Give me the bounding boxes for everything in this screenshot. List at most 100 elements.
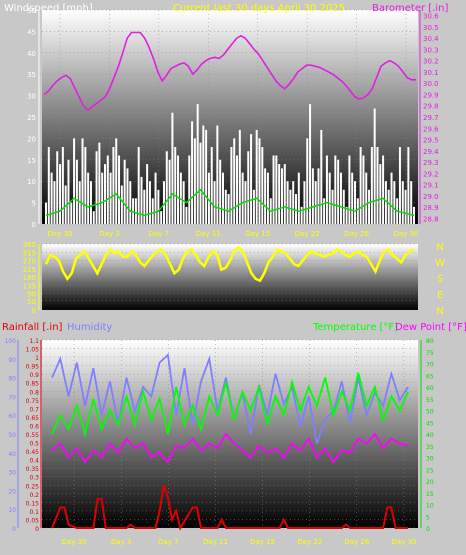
windspeed-tick-label: 50 (27, 7, 36, 15)
compass-letter: N (436, 242, 443, 253)
windspeed-tick-label: 15 (27, 157, 36, 165)
windspeed-tick-label: 10 (27, 178, 36, 186)
date-tick-label: Day 30 (62, 538, 87, 546)
series-layer (43, 31, 416, 531)
rainfall-tick-label: 0.85 (26, 381, 40, 388)
rainfall-tick-label: 0.3 (29, 475, 39, 482)
barometer-tick-label: 29.5 (423, 137, 439, 145)
barometer-tick-label: 29.1 (423, 182, 439, 190)
temperature-tick-label: 60 (426, 385, 434, 392)
date-tick-label: Day 30 (392, 538, 417, 546)
rainfall-tick-label: 0.45 (26, 449, 40, 456)
rainfall-tick-label: 0.4 (29, 458, 39, 465)
rainfall-tick-label: 0.2 (29, 492, 39, 499)
temperature-tick-label: 15 (426, 491, 434, 498)
barometer-tick-label: 30.5 (423, 24, 439, 32)
humidity-tick-label: 50 (8, 432, 16, 439)
barometer-tick-label: 28.9 (423, 204, 439, 212)
grid-layer (17, 9, 422, 529)
temperature-tick-label: 20 (426, 479, 434, 486)
temperature-tick-label: 50 (426, 409, 434, 416)
compass-letter: W (435, 258, 445, 269)
rainfall-tick-label: 0.25 (26, 483, 40, 490)
temperature-tick-label: 40 (426, 432, 434, 439)
temperature-tick-label: 45 (426, 420, 434, 427)
date-tick-label: Day 26 (344, 538, 370, 546)
wind-direction-line (44, 246, 415, 283)
barometer-tick-label: 30.1 (423, 69, 439, 77)
temperature-tick-label: 25 (426, 467, 434, 474)
barometer-tick-label: 30.0 (423, 80, 439, 88)
date-tick-label: Day 15 (250, 538, 275, 546)
date-tick-label: Day 30 (48, 230, 73, 238)
humidity-tick-label: 20 (8, 488, 16, 495)
dewpoint-axis-label: Dew Point [°F] (395, 322, 466, 333)
humidity-tick-label: 10 (8, 507, 16, 514)
rainfall-tick-label: 0.55 (26, 432, 40, 439)
windspeed-tick-label: 35 (27, 71, 36, 79)
temperature-tick-label: 80 (426, 338, 434, 345)
barometer-tick-label: 29.9 (423, 91, 439, 99)
barometer-line (43, 31, 416, 112)
barometer-tick-label: 30.2 (423, 58, 439, 66)
rainfall-tick-label: 1.1 (29, 338, 39, 345)
humidity-tick-label: 90 (8, 357, 16, 364)
humidity-tick-label: 0 (12, 526, 16, 533)
humidity-tick-label: 40 (8, 451, 16, 458)
date-tick-label: Day 30 (394, 230, 419, 238)
wind-gust-line (45, 188, 415, 217)
windspeed-tick-label: 45 (27, 28, 36, 36)
compass-letter: E (437, 290, 443, 301)
temperature-tick-label: 65 (426, 373, 434, 380)
humidity-axis-label: Humidity (67, 322, 112, 333)
rainfall-tick-label: 0.9 (29, 372, 39, 379)
date-tick-label: Day 7 (149, 230, 170, 238)
windspeed-tick-label: 40 (27, 50, 36, 58)
direction-tick-label: 135 (23, 282, 36, 290)
windspeed-axis-label: Windspeed [mph] (4, 3, 93, 14)
barometer-axis-label: Barometer [.in] (372, 3, 448, 14)
direction-tick-label: 50 (27, 298, 36, 306)
temperature-tick-label: 55 (426, 397, 434, 404)
barometer-tick-label: 30.6 (423, 13, 439, 21)
rainfall-tick-label: 0.1 (29, 509, 39, 516)
rainfall-tick-label: 0.95 (26, 364, 40, 371)
chart-title: Current last 30 days April 30 2025 (173, 3, 345, 14)
direction-tick-label: 270 (23, 258, 36, 266)
barometer-tick-label: 29.6 (423, 125, 439, 133)
temperature-tick-label: 30 (426, 456, 434, 463)
rainfall-tick-label: 0.15 (26, 500, 40, 507)
rainfall-tick-label: 0.05 (26, 517, 40, 524)
dewpoint-line (51, 432, 409, 464)
direction-tick-label: 315 (23, 249, 36, 257)
windspeed-tick-label: 20 (27, 135, 36, 143)
temperature-line (51, 372, 409, 438)
rainfall-tick-label: 0.75 (26, 398, 40, 405)
rainfall-line (51, 484, 408, 531)
humidity-tick-label: 80 (8, 376, 16, 383)
rainfall-tick-label: 0.7 (29, 406, 39, 413)
compass-letter: S (437, 274, 443, 285)
barometer-tick-label: 30.3 (423, 46, 439, 54)
date-tick-label: Day 11 (196, 230, 221, 238)
date-tick-label: Day 3 (111, 538, 132, 546)
date-tick-label: Day 15 (245, 230, 270, 238)
rainfall-tick-label: 1 (35, 355, 39, 362)
direction-tick-label: 360 (23, 241, 36, 249)
barometer-tick-label: 29.8 (423, 103, 439, 111)
rainfall-tick-label: 0.35 (26, 466, 40, 473)
temperature-tick-label: 70 (426, 362, 434, 369)
barometer-tick-label: 29.7 (423, 114, 439, 122)
temperature-tick-label: 0 (426, 526, 430, 533)
barometer-tick-label: 28.8 (423, 215, 439, 223)
barometer-tick-label: 29.4 (423, 148, 439, 156)
rainfall-tick-label: 0.5 (29, 441, 39, 448)
date-tick-label: Day 3 (99, 230, 120, 238)
date-tick-label: Day 22 (297, 538, 322, 546)
windspeed-tick-label: 5 (32, 200, 36, 208)
rainfall-tick-label: 0.65 (26, 415, 40, 422)
date-tick-label: Day 26 (344, 230, 370, 238)
tick-layer: 0510152025303540455028.828.929.029.129.2… (5, 7, 446, 546)
